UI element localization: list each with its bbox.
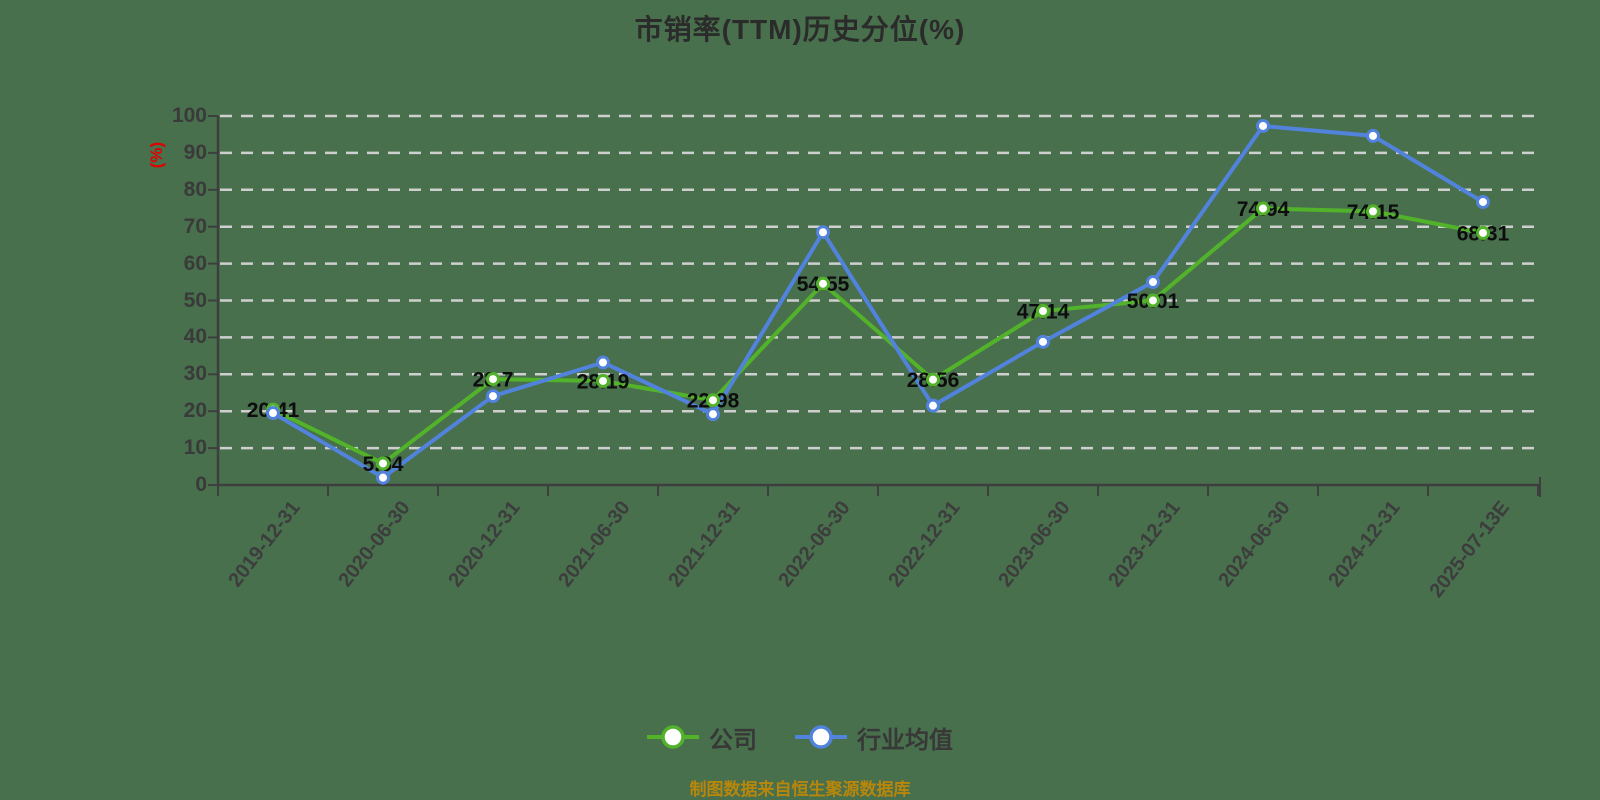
company-point-marker — [1476, 225, 1490, 240]
company-point-marker — [486, 372, 500, 387]
legend-label-company: 公司 — [709, 726, 757, 754]
legend-item-industry[interactable]: 行业均值 — [795, 720, 953, 755]
y-tick-label: 0 — [195, 473, 207, 496]
company-point-marker — [706, 393, 720, 408]
y-tick-label: 100 — [171, 104, 207, 127]
y-tick-label: 10 — [183, 436, 207, 460]
industry-point-marker — [596, 355, 610, 370]
y-tick-label: 60 — [183, 251, 207, 275]
industry-point-marker — [1036, 334, 1050, 349]
industry-point-marker — [706, 407, 720, 422]
legend-item-company[interactable]: 公司 — [647, 720, 757, 755]
y-axis-unit-text: (%) — [147, 141, 166, 169]
y-tick-label: 50 — [183, 288, 207, 312]
company-line-marker-icon — [647, 725, 699, 749]
y-tick-label: 90 — [183, 140, 207, 164]
industry-point-marker — [926, 398, 940, 413]
y-tick-label: 80 — [183, 177, 207, 201]
company-point-marker — [816, 276, 830, 291]
y-tick-label: 40 — [183, 325, 207, 349]
industry-point-marker — [1366, 128, 1380, 143]
company-line — [271, 206, 1485, 466]
company-point-marker — [926, 372, 940, 387]
company-point-marker — [1366, 204, 1380, 219]
industry-point-marker — [486, 389, 500, 404]
y-tick-label: 20 — [183, 399, 207, 423]
company-point-marker — [596, 373, 610, 388]
legend-label-industry: 行业均值 — [857, 726, 953, 754]
industry-point-marker — [1146, 275, 1160, 290]
industry-line — [271, 123, 1485, 480]
data-source-note: 制图数据来自恒生聚源数据库 — [689, 780, 911, 799]
legend: 公司 行业均值 — [0, 714, 1600, 760]
y-tick-label: 70 — [183, 214, 207, 238]
chart-title: 市销率(TTM)历史分位(%) — [634, 14, 966, 45]
y-tick-label: 30 — [183, 362, 207, 386]
industry-point-marker — [1256, 118, 1270, 133]
industry-point-marker — [816, 225, 830, 240]
industry-point-marker — [376, 470, 390, 485]
company-point-marker — [1146, 293, 1160, 308]
industry-point-marker — [266, 406, 280, 421]
industry-point-marker — [1476, 194, 1490, 209]
industry-line-marker-icon — [795, 725, 847, 749]
company-point-marker — [1036, 304, 1050, 319]
company-point-marker — [1256, 201, 1270, 216]
company-point-marker — [376, 456, 390, 471]
